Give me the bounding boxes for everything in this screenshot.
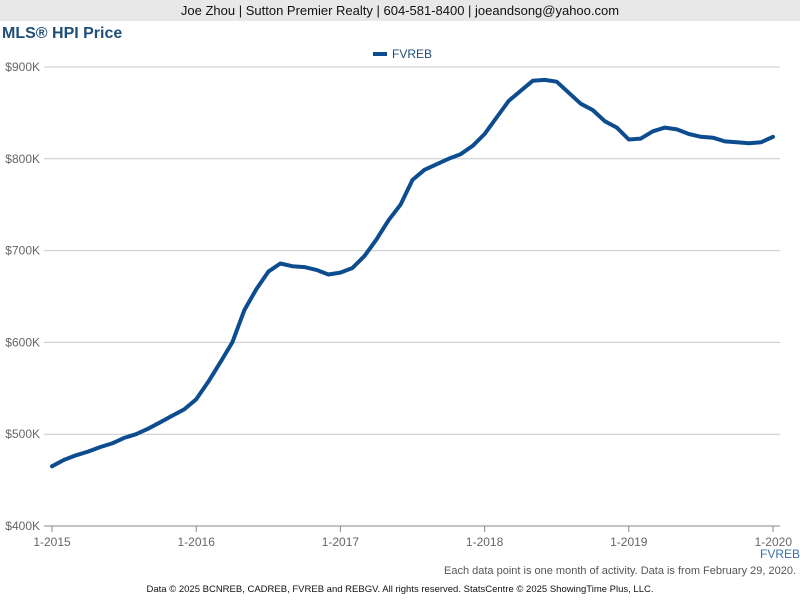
legend-label-fvreb: FVREB: [392, 47, 432, 61]
x-tick-label: 1-2017: [322, 535, 360, 549]
y-tick-label: $900K: [5, 60, 40, 74]
x-tick-label: 1-2020: [755, 535, 793, 549]
series-line-fvreb: [50, 77, 775, 469]
legend: FVREB: [373, 47, 432, 61]
gridlines: [44, 66, 780, 527]
contact-bar: Joe Zhou | Sutton Premier Realty | 604-5…: [0, 0, 800, 21]
y-tick-label: $600K: [5, 335, 40, 349]
data-note: Each data point is one month of activity…: [444, 565, 796, 577]
x-axis-ticks: 1-2015 1-2016 1-2017 1-2018 1-2019 1-2020: [33, 526, 792, 549]
y-tick-label: $800K: [5, 152, 40, 166]
x-tick-label: 1-2018: [466, 535, 504, 549]
y-tick-label: $700K: [5, 244, 40, 258]
series-end-label: FVREB: [760, 547, 800, 561]
y-axis-ticks: $400K $500K $600K $700K $800K $900K: [5, 60, 40, 533]
y-tick-label: $400K: [5, 519, 40, 533]
x-tick-label: 1-2019: [610, 535, 648, 549]
chart-title: MLS® HPI Price: [2, 25, 123, 42]
x-tick-label: 1-2015: [33, 535, 71, 549]
copyright-footer: Data © 2025 BCNREB, CADREB, FVREB and RE…: [146, 584, 654, 595]
y-tick-label: $500K: [5, 427, 40, 441]
x-tick-label: 1-2016: [178, 535, 216, 549]
